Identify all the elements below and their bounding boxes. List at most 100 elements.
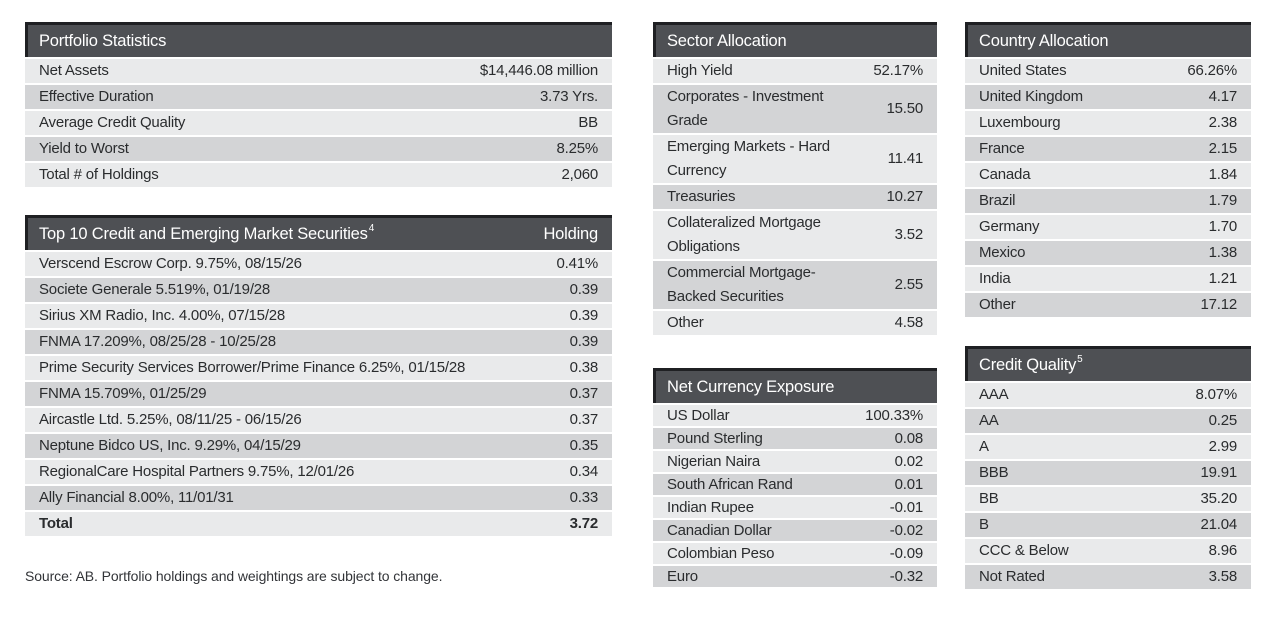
row-label: FNMA 15.709%, 01/25/29 [39,385,207,402]
row-value: 3.72 [569,515,599,532]
row-value: -0.32 [889,568,923,585]
row-value: 8.07% [1195,386,1237,403]
table-row: Commercial Mortgage-Backed Securities 2.5… [653,261,937,311]
table-row: Other 4.58 [653,311,937,337]
row-label: Aircastle Ltd. 5.25%, 08/11/25 - 06/15/2… [39,411,302,428]
row-value: 11.41 [887,150,924,167]
row-label: FNMA 17.209%, 08/25/28 - 10/25/28 [39,333,276,350]
table-row: Yield to Worst 8.25% [25,137,612,163]
row-value: 1.38 [1208,244,1238,261]
row-value: 17.12 [1200,296,1237,313]
table-header-bar: Sector Allocation [653,22,937,57]
credit-quality-table: Credit Quality5 AAA 8.07% AA 0.25 A 2.99 BBB 19.… [965,346,1251,591]
row-label: United Kingdom [979,88,1083,105]
column-header-holding: Holding [543,224,598,243]
portfolio-statistics-table: Portfolio Statistics Net Assets $14,446.08… [25,22,612,189]
row-label: Total # of Holdings [39,166,159,183]
row-value: 0.25 [1208,412,1238,429]
table-row: South African Rand 0.01 [653,474,937,497]
row-label: Prime Security Services Borrower/Prime F… [39,359,466,376]
row-label: Other [667,314,704,331]
row-value: 15.50 [886,100,923,117]
row-value: 0.37 [569,385,599,402]
table-row: United States 66.26% [965,59,1251,85]
table-row: BB 35.20 [965,487,1251,513]
row-value: 0.35 [569,437,599,454]
row-label: Not Rated [979,568,1045,585]
row-label: Brazil [979,192,1016,209]
footnote-marker: 5 [1077,354,1083,365]
row-value: -0.01 [889,499,923,516]
row-value: 0.08 [894,430,924,447]
table-row: Euro -0.32 [653,566,937,589]
row-label: Corporates - Investment Grade [667,88,824,129]
row-label: Collateralized Mortgage Obligations [667,214,821,255]
footnote-marker: 4 [368,223,375,234]
row-label: Verscend Escrow Corp. 9.75%, 08/15/26 [39,255,302,272]
row-value: 0.02 [894,453,924,470]
table-title: Sector Allocation [667,31,787,50]
table-row: Treasuries 10.27 [653,185,937,211]
row-value: 3.73 Yrs. [540,88,598,105]
row-label: CCC & Below [979,542,1069,559]
row-value: 10.27 [886,188,923,205]
row-label: Indian Rupee [667,499,754,516]
row-label: Total [39,515,73,532]
row-value: 0.39 [569,281,599,298]
row-value: 8.96 [1208,542,1238,559]
row-label: Yield to Worst [39,140,129,157]
row-value: 0.01 [894,476,924,493]
table-row: Nigerian Naira 0.02 [653,451,937,474]
table-row: Total # of Holdings 2,060 [25,163,612,189]
row-value: 4.58 [894,314,924,331]
row-value: 2.99 [1208,438,1238,455]
row-value: 2,060 [561,166,598,183]
table-row: Average Credit Quality BB [25,111,612,137]
row-value: 3.52 [894,226,924,243]
table-row: Brazil 1.79 [965,189,1251,215]
table-row: B 21.04 [965,513,1251,539]
row-value: 1.70 [1208,218,1238,235]
row-label: Effective Duration [39,88,154,105]
row-label: BB [979,490,999,507]
row-value: -0.02 [889,522,923,539]
row-value: BB [578,114,598,131]
table-row: Emerging Markets - Hard Currency 11.41 [653,135,937,185]
table-row: Prime Security Services Borrower/Prime F… [25,356,612,382]
table-header-bar: Credit Quality5 [965,346,1251,381]
row-value: 35.20 [1200,490,1237,507]
row-label: Neptune Bidco US, Inc. 9.29%, 04/15/29 [39,437,301,454]
table-row: Pound Sterling 0.08 [653,428,937,451]
row-value: 1.21 [1208,270,1238,287]
table-row: Collateralized Mortgage Obligations 3.52 [653,211,937,261]
table-row: Canadian Dollar -0.02 [653,520,937,543]
row-label: Colombian Peso [667,545,775,562]
row-label: RegionalCare Hospital Partners 9.75%, 12… [39,463,355,480]
row-label: AA [979,412,999,429]
row-value: 0.39 [569,333,599,350]
row-label: High Yield [667,62,733,79]
row-label: India [979,270,1011,287]
table-header-bar: Top 10 Credit and Emerging Market Securi… [25,215,612,250]
country-allocation-table: Country Allocation United States 66.26% Uni… [965,22,1251,319]
row-value: -0.09 [889,545,923,562]
row-label: United States [979,62,1067,79]
table-row: Total 3.72 [25,512,612,538]
row-value: 52.17% [873,62,923,79]
net-currency-exposure-table: Net Currency Exposure US Dollar 100.33% Pou… [653,368,937,589]
row-value: 0.39 [569,307,599,324]
row-label: France [979,140,1025,157]
row-value: 8.25% [556,140,598,157]
table-row: Societe Generale 5.519%, 01/19/28 0.39 [25,278,612,304]
table-row: Indian Rupee -0.01 [653,497,937,520]
table-row: Effective Duration 3.73 Yrs. [25,85,612,111]
table-row: FNMA 17.209%, 08/25/28 - 10/25/28 0.39 [25,330,612,356]
row-label: South African Rand [667,476,793,493]
table-row: Net Assets $14,446.08 million [25,59,612,85]
table-row: Ally Financial 8.00%, 11/01/31 0.33 [25,486,612,512]
sector-allocation-table: Sector Allocation High Yield 52.17% Corpora… [653,22,937,337]
row-value: 2.15 [1208,140,1238,157]
row-label: Other [979,296,1016,313]
row-value: 0.33 [569,489,599,506]
row-value: $14,446.08 million [479,62,598,79]
